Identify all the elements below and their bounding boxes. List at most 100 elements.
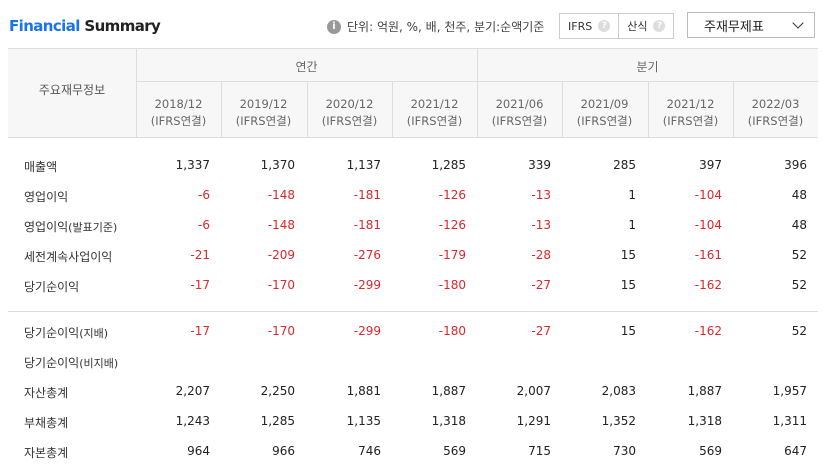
table-header: 주요재무정보 연간 분기 2018/12 (IFRS연결) 2019/12 (IFRS… bbox=[8, 48, 818, 138]
ifrs-button[interactable]: IFRS ? bbox=[560, 14, 618, 38]
table-cell: -17 bbox=[190, 324, 210, 338]
table-cell: 715 bbox=[528, 444, 551, 458]
column-divider bbox=[648, 81, 649, 138]
table-cell: 1 bbox=[628, 218, 636, 232]
table-cell: 569 bbox=[443, 444, 466, 458]
table-cell: 1,352 bbox=[601, 414, 636, 428]
table-cell: -13 bbox=[531, 218, 551, 232]
table-cell: 1,285 bbox=[260, 414, 295, 428]
row-label-sub: (비지배) bbox=[79, 357, 119, 370]
table-cell: 647 bbox=[784, 444, 807, 458]
table-cell: 746 bbox=[358, 444, 381, 458]
section-divider bbox=[8, 311, 818, 312]
top-bar: Financial Summary i 단위: 억원, %, 배, 천주, 분기… bbox=[0, 0, 823, 48]
unit-text: 단위: 억원, %, 배, 천주, 분기:순액기준 bbox=[347, 20, 545, 34]
column-divider bbox=[477, 49, 478, 138]
table-cell: -148 bbox=[267, 188, 295, 202]
table-row: 세전계속사업이익 -21 -209 -276 -179 -28 15 -161 52 bbox=[8, 240, 818, 270]
table-cell: 1,887 bbox=[687, 384, 722, 398]
row-label-main: 영업이익 bbox=[24, 190, 69, 204]
table-cell: -179 bbox=[438, 248, 466, 262]
help-icon[interactable]: ? bbox=[653, 20, 666, 32]
formula-label: 산식 bbox=[627, 20, 648, 33]
column-header: 2019/12 (IFRS연결) bbox=[221, 96, 306, 130]
column-header: 2022/03 (IFRS연결) bbox=[733, 96, 818, 130]
row-label: 자산총계 bbox=[24, 384, 68, 401]
column-basis: (IFRS연결) bbox=[321, 114, 378, 128]
table-cell: -180 bbox=[438, 324, 466, 338]
column-basis: (IFRS연결) bbox=[662, 114, 719, 128]
financial-table: 주요재무정보 연간 분기 2018/12 (IFRS연결) 2019/12 (IFRS… bbox=[8, 48, 818, 472]
table-cell: -27 bbox=[531, 324, 551, 338]
table-cell: -181 bbox=[353, 218, 381, 232]
table-cell: 1,957 bbox=[772, 384, 807, 398]
row-label-sub: (지배) bbox=[79, 327, 109, 340]
table-cell: 48 bbox=[791, 218, 807, 232]
table-cell: 15 bbox=[620, 278, 636, 292]
column-divider bbox=[562, 81, 563, 138]
table-cell: 48 bbox=[791, 188, 807, 202]
row-label-main: 자산총계 bbox=[24, 386, 69, 400]
column-basis: (IFRS연결) bbox=[491, 114, 548, 128]
table-cell: 15 bbox=[620, 248, 636, 262]
table-cell: -104 bbox=[694, 218, 722, 232]
table-cell: -209 bbox=[267, 248, 295, 262]
table-cell: -276 bbox=[353, 248, 381, 262]
statement-select-value: 주재무제표 bbox=[704, 19, 764, 35]
table-cell: 964 bbox=[187, 444, 210, 458]
column-basis: (IFRS연결) bbox=[747, 114, 804, 128]
table-cell: -299 bbox=[353, 324, 381, 338]
table-cell: -162 bbox=[694, 324, 722, 338]
table-cell: 396 bbox=[784, 158, 807, 172]
table-cell: -104 bbox=[694, 188, 722, 202]
table-cell: -148 bbox=[267, 218, 295, 232]
table-cell: 52 bbox=[791, 324, 807, 338]
table-cell: 1,243 bbox=[175, 414, 210, 428]
ifrs-label: IFRS bbox=[568, 19, 593, 33]
table-cell: 339 bbox=[528, 158, 551, 172]
column-period: 2021/09 bbox=[580, 97, 629, 111]
column-header: 2018/12 (IFRS연결) bbox=[136, 96, 221, 130]
table-cell: 15 bbox=[620, 324, 636, 338]
row-label: 매출액 bbox=[24, 158, 57, 175]
column-period: 2021/06 bbox=[495, 97, 544, 111]
table-cell: -6 bbox=[198, 218, 210, 232]
page-title: Financial Summary bbox=[9, 17, 161, 35]
column-header: 2021/09 (IFRS연결) bbox=[562, 96, 647, 130]
table-cell: -299 bbox=[353, 278, 381, 292]
column-header: 2021/12 (IFRS연결) bbox=[648, 96, 733, 130]
column-header: 2021/12 (IFRS연결) bbox=[392, 96, 477, 130]
option-buttons: IFRS ? 산식 ? bbox=[559, 13, 675, 39]
table-cell: 1,311 bbox=[772, 414, 807, 428]
table-cell: 1,137 bbox=[346, 158, 381, 172]
table-row: 영업이익 -6 -148 -181 -126 -13 1 -104 48 bbox=[8, 180, 818, 210]
row-label: 당기순이익(비지배) bbox=[24, 354, 118, 371]
row-label: 영업이익 bbox=[24, 188, 68, 205]
column-period: 2021/12 bbox=[666, 97, 715, 111]
table-cell: -126 bbox=[438, 218, 466, 232]
row-label: 세전계속사업이익 bbox=[24, 248, 112, 265]
table-cell: -21 bbox=[190, 248, 210, 262]
statement-select[interactable]: 주재무제표 bbox=[687, 12, 815, 38]
table-cell: 730 bbox=[613, 444, 636, 458]
table-cell: 1,291 bbox=[516, 414, 551, 428]
table-cell: 1,285 bbox=[431, 158, 466, 172]
table-cell: -162 bbox=[694, 278, 722, 292]
info-icon[interactable]: i bbox=[327, 19, 341, 34]
table-cell: -181 bbox=[353, 188, 381, 202]
table-cell: -161 bbox=[694, 248, 722, 262]
column-header: 2020/12 (IFRS연결) bbox=[307, 96, 392, 130]
table-cell: 569 bbox=[699, 444, 722, 458]
table-cell: 2,083 bbox=[601, 384, 636, 398]
table-row: 당기순이익 -17 -170 -299 -180 -27 15 -162 52 bbox=[8, 270, 818, 300]
formula-button[interactable]: 산식 ? bbox=[618, 14, 673, 38]
table-row: 자산총계 2,207 2,250 1,881 1,887 2,007 2,083 1,887 1… bbox=[8, 376, 818, 406]
chevron-down-icon bbox=[792, 17, 804, 29]
column-period: 2022/03 bbox=[751, 97, 800, 111]
table-cell: -27 bbox=[531, 278, 551, 292]
table-cell: 1,337 bbox=[175, 158, 210, 172]
table-cell: 1,370 bbox=[260, 158, 295, 172]
help-icon[interactable]: ? bbox=[598, 20, 611, 32]
table-cell: 1 bbox=[628, 188, 636, 202]
column-header: 2021/06 (IFRS연결) bbox=[477, 96, 562, 130]
